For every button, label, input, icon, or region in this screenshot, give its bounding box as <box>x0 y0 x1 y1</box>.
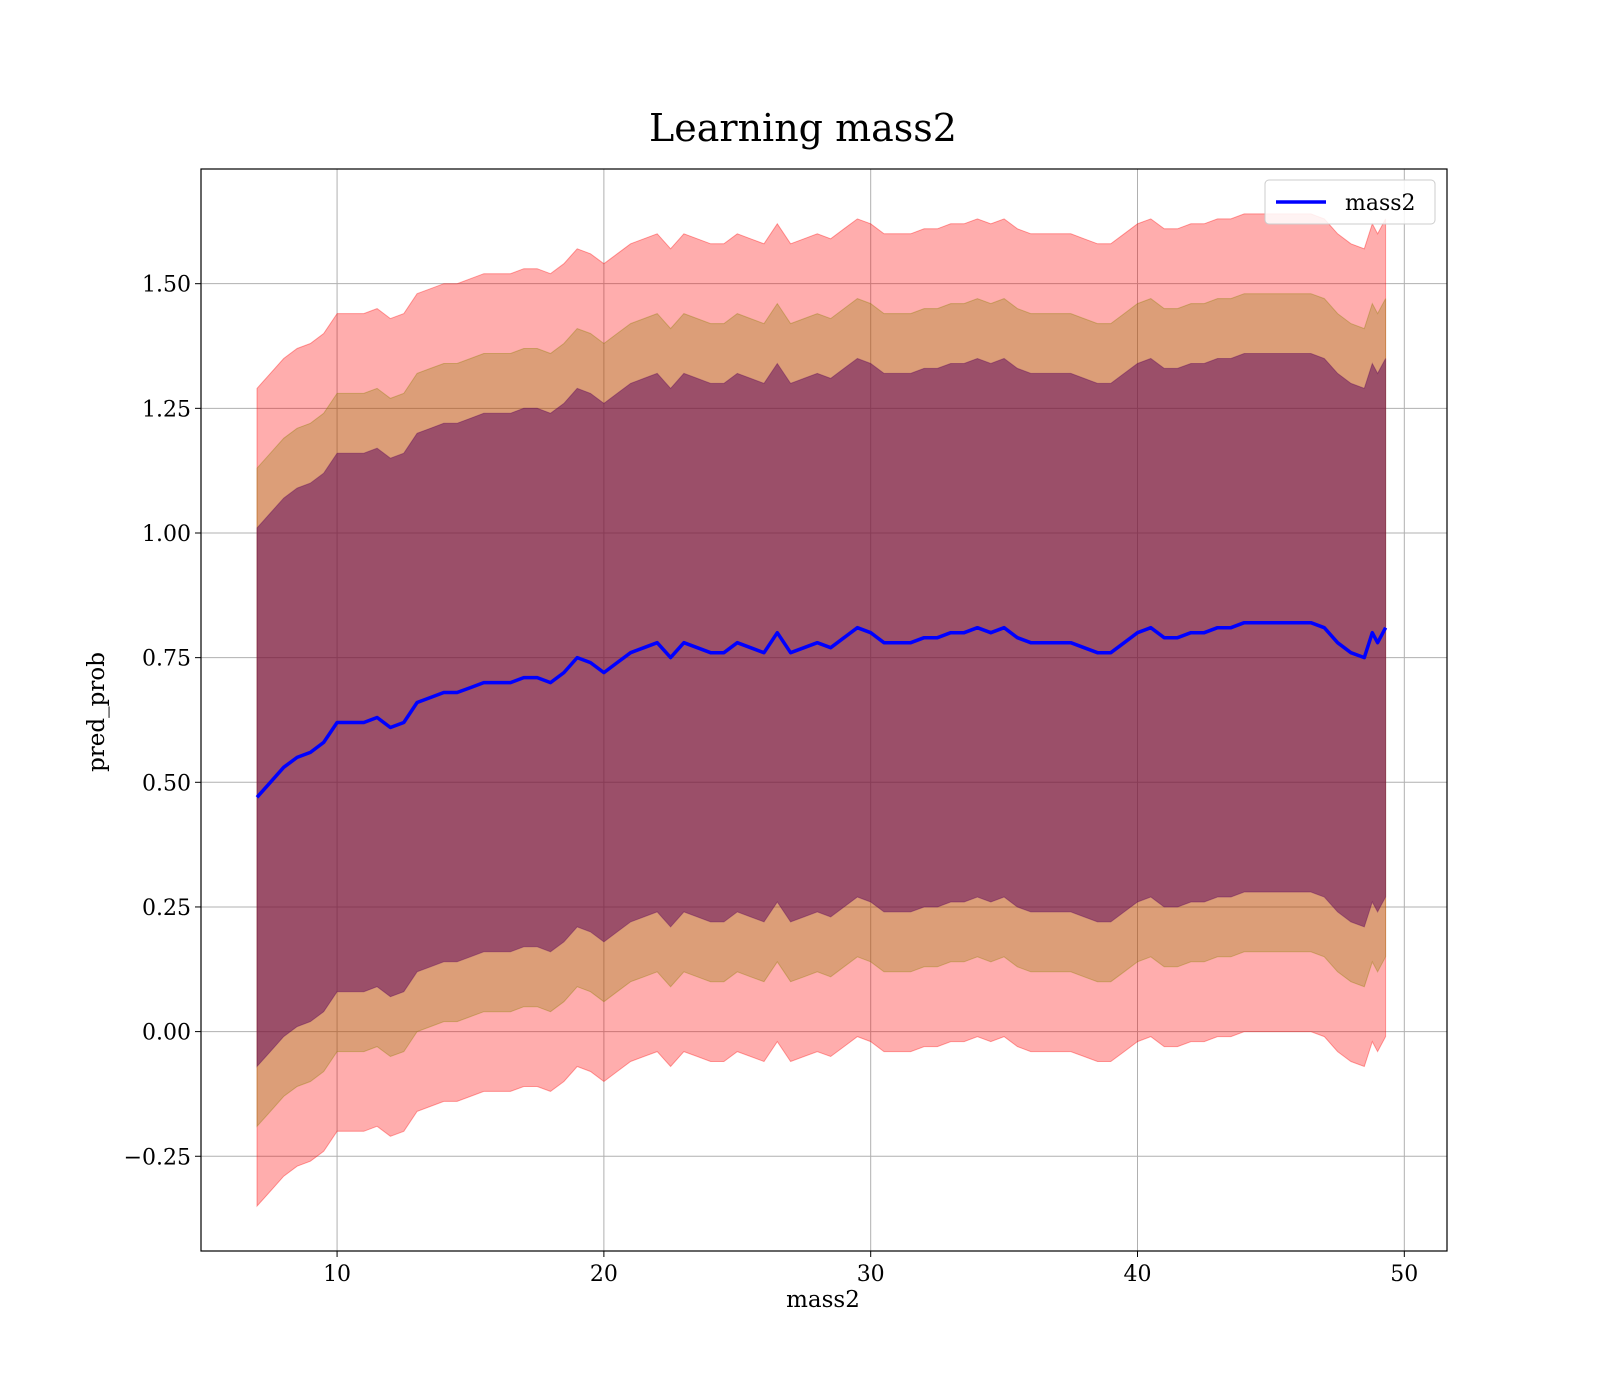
y-tick-label-5: 1.00 <box>142 522 191 547</box>
y-tick-label-1: 0.00 <box>142 1021 191 1046</box>
x-tick-label-3: 40 <box>1124 1262 1152 1287</box>
y-tick-label-3: 0.50 <box>142 771 191 796</box>
x-tick-label-0: 10 <box>323 1262 351 1287</box>
legend-label-mass2: mass2 <box>1345 191 1416 216</box>
legend-box <box>1264 179 1436 225</box>
x-tick-label-2: 30 <box>857 1262 885 1287</box>
y-tick-label-6: 1.25 <box>142 397 191 422</box>
series-line-mass2 <box>255 620 1388 799</box>
y-tick-label-0: −0.25 <box>124 1145 191 1170</box>
x-tick-label-4: 50 <box>1390 1262 1418 1287</box>
x-tick-label-1: 20 <box>590 1262 618 1287</box>
y-axis-label: pred_prob <box>84 652 110 772</box>
y-tick-label-4: 0.75 <box>142 647 191 672</box>
y-tick-label-2: 0.25 <box>142 896 191 921</box>
chart-title: Learning mass2 <box>649 106 957 150</box>
legend: mass2 <box>1264 179 1436 225</box>
y-tick-label-7: 1.50 <box>142 273 191 298</box>
plot-frame <box>200 168 1448 1252</box>
x-axis-label: mass2 <box>786 1287 860 1313</box>
band-inner <box>256 353 1387 1068</box>
